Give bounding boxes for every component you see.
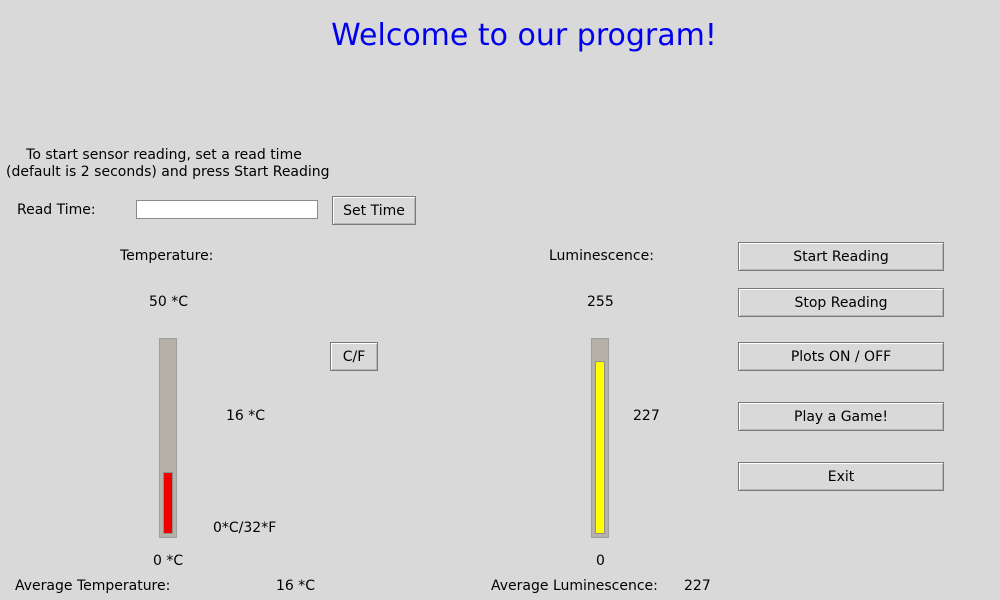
luminescence-scale-min: 0 [596, 553, 605, 569]
plots-toggle-button[interactable]: Plots ON / OFF [738, 342, 944, 371]
read-time-label: Read Time: [17, 202, 96, 218]
temperature-label: Temperature: [120, 248, 214, 264]
luminescence-scale-max: 255 [587, 294, 614, 310]
temperature-level-fill [163, 472, 173, 534]
start-reading-button[interactable]: Start Reading [738, 242, 944, 271]
temperature-freezing-label: 0*C/32*F [213, 520, 277, 536]
average-temperature-label: Average Temperature: [15, 578, 171, 594]
luminescence-scale [591, 338, 609, 538]
play-game-button[interactable]: Play a Game! [738, 402, 944, 431]
luminescence-current-value: 227 [633, 408, 660, 424]
temperature-scale-max: 50 *C [149, 294, 189, 310]
instructions: To start sensor reading, set a read time… [6, 147, 330, 181]
temperature-scale [159, 338, 177, 538]
average-luminescence-value: 227 [684, 578, 711, 594]
unit-toggle-button[interactable]: C/F [330, 342, 378, 371]
page-title: Welcome to our program! [331, 18, 717, 53]
exit-button[interactable]: Exit [738, 462, 944, 491]
stop-reading-button[interactable]: Stop Reading [738, 288, 944, 317]
average-temperature-value: 16 *C [276, 578, 316, 594]
read-time-input[interactable] [136, 200, 318, 219]
average-luminescence-label: Average Luminescence: [491, 578, 658, 594]
set-time-button[interactable]: Set Time [332, 196, 416, 225]
luminescence-label: Luminescence: [549, 248, 654, 264]
temperature-scale-min: 0 *C [153, 553, 184, 569]
luminescence-level-fill [595, 361, 605, 534]
instructions-line-2: (default is 2 seconds) and press Start R… [6, 164, 330, 180]
instructions-line-1: To start sensor reading, set a read time [26, 147, 302, 163]
temperature-current-value: 16 *C [226, 408, 266, 424]
